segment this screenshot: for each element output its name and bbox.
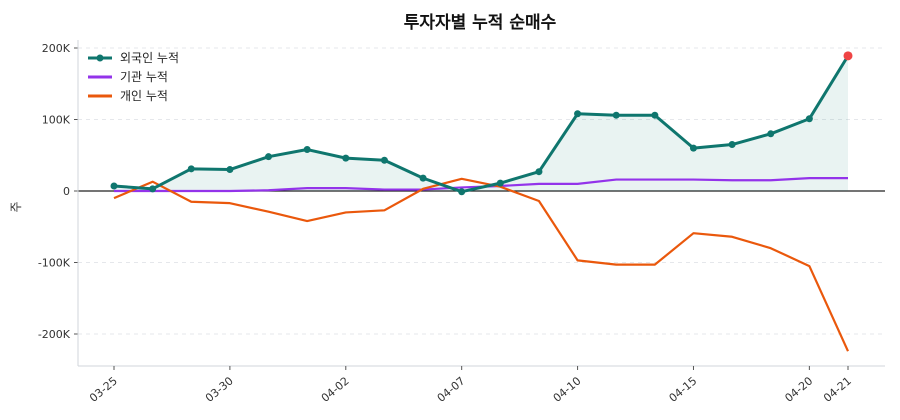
chart-title: 투자자별 누적 순매수 (404, 13, 557, 33)
x-tick-label: 04-20 (782, 374, 815, 405)
x-tick-label: 04-21 (821, 374, 854, 405)
last-point-marker (843, 51, 853, 61)
data-point (419, 174, 427, 182)
data-point (458, 188, 466, 196)
data-point (689, 144, 697, 152)
legend-label: 개인 누적 (120, 89, 168, 103)
data-point (574, 110, 582, 118)
x-tick-label: 03-25 (87, 374, 120, 405)
y-axis-label: 주 (9, 201, 23, 212)
data-point (110, 182, 118, 190)
data-point (535, 168, 543, 176)
legend-marker (96, 54, 104, 62)
data-point (496, 179, 504, 187)
data-point (226, 166, 234, 174)
y-tick-label: -200K (38, 328, 71, 341)
series-line-0 (113, 55, 850, 194)
data-point (342, 154, 350, 162)
data-point (651, 111, 659, 119)
data-point (805, 115, 813, 123)
x-tick-label: 04-10 (551, 374, 584, 405)
data-point (187, 165, 195, 173)
legend-label: 외국인 누적 (120, 51, 179, 65)
y-tick-label: 0 (63, 185, 70, 198)
data-point (612, 111, 620, 119)
data-point (149, 185, 157, 193)
series-area (114, 55, 848, 192)
x-tick-label: 03-30 (203, 374, 236, 405)
legend-label: 기관 누적 (120, 70, 168, 84)
data-point (380, 156, 388, 164)
x-tick-label: 04-07 (435, 374, 468, 405)
data-point (265, 153, 273, 161)
series-line-2 (113, 177, 850, 352)
data-point (767, 130, 775, 138)
y-tick-label: 100K (42, 114, 71, 127)
y-tick-label: 200K (42, 42, 71, 55)
x-tick-label: 04-15 (667, 374, 700, 405)
data-point (303, 146, 311, 154)
y-tick-label: -100K (38, 257, 71, 270)
x-tick-label: 04-02 (319, 374, 352, 405)
data-point (728, 141, 736, 149)
